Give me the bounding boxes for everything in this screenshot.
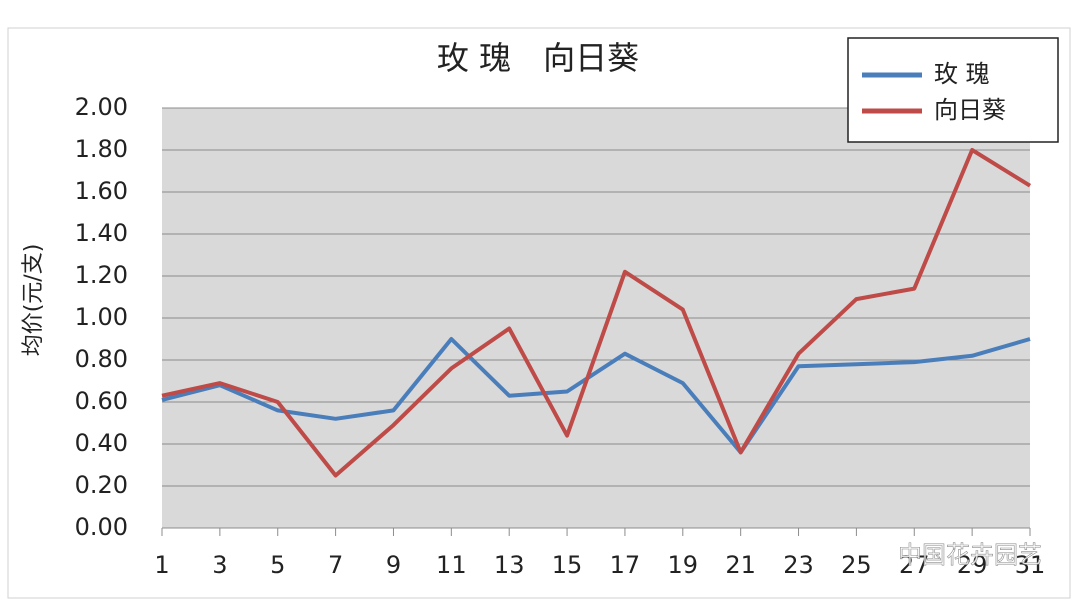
x-tick-label: 27 bbox=[899, 551, 930, 579]
y-tick-label: 2.00 bbox=[75, 93, 128, 121]
x-tick-label: 17 bbox=[610, 551, 641, 579]
legend-box bbox=[847, 37, 1059, 143]
y-tick-label: 1.20 bbox=[75, 261, 128, 289]
chart-title: 玫 瑰 向日葵 bbox=[437, 39, 639, 77]
legend-label: 向日葵 bbox=[934, 96, 1006, 124]
x-tick-label: 1 bbox=[154, 551, 169, 579]
y-tick-label: 1.60 bbox=[75, 177, 128, 205]
data-line bbox=[161, 337, 1031, 455]
y-tick-label: 1.80 bbox=[75, 135, 128, 163]
x-tick-label: 29 bbox=[957, 551, 988, 579]
legend-label: 玫 瑰 bbox=[934, 60, 990, 88]
y-tick-label: 0.60 bbox=[75, 387, 128, 415]
x-tick-label: 15 bbox=[552, 551, 583, 579]
x-tick-label: 31 bbox=[1015, 551, 1046, 579]
x-tick-label: 5 bbox=[270, 551, 285, 579]
y-tick-label: 0.20 bbox=[75, 471, 128, 499]
y-tick-label: 0.80 bbox=[75, 345, 128, 373]
x-tick-label: 9 bbox=[386, 551, 401, 579]
x-tick-label: 25 bbox=[841, 551, 872, 579]
x-tick-label: 13 bbox=[494, 551, 525, 579]
data-line bbox=[161, 148, 1032, 478]
y-axis-label: 均价(元/支) bbox=[21, 244, 46, 357]
x-tick-label: 19 bbox=[668, 551, 699, 579]
y-tick-label: 1.00 bbox=[75, 303, 128, 331]
watermark: 中国花卉园艺 bbox=[898, 541, 1042, 569]
x-tick-label: 11 bbox=[436, 551, 467, 579]
y-tick-label: 1.40 bbox=[75, 219, 128, 247]
x-tick-label: 3 bbox=[212, 551, 227, 579]
x-tick-label: 21 bbox=[725, 551, 756, 579]
x-tick-label: 7 bbox=[328, 551, 343, 579]
y-tick-label: 0.40 bbox=[75, 429, 128, 457]
x-tick-label: 23 bbox=[783, 551, 814, 579]
y-tick-label: 0.00 bbox=[75, 513, 128, 541]
